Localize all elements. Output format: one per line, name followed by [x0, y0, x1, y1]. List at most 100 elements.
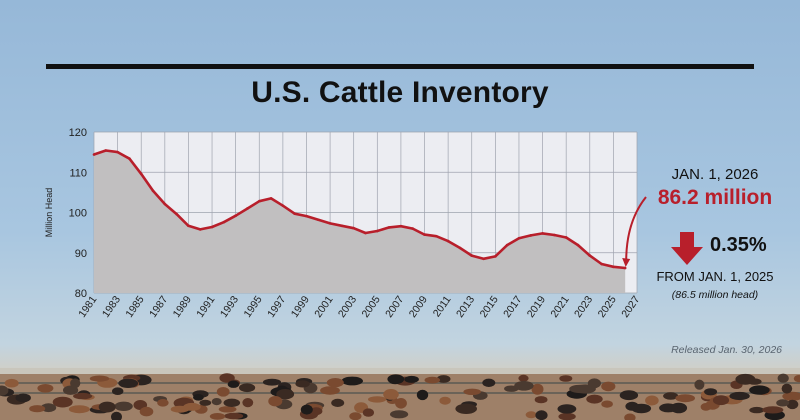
cattle-silhouette	[514, 381, 534, 391]
down-arrow-icon	[671, 232, 703, 265]
data-point	[612, 265, 615, 269]
cattle-silhouette	[4, 378, 19, 388]
callout-from: FROM JAN. 1, 2025	[656, 269, 774, 284]
data-point	[387, 226, 391, 229]
cattle-silhouette	[777, 373, 789, 383]
cattle-silhouette	[218, 406, 237, 413]
x-tick-label: 1989	[171, 294, 194, 320]
cattle-silhouette	[776, 399, 790, 407]
callout-value: 86.2 million	[657, 186, 773, 209]
cattle-silhouette	[320, 386, 340, 395]
data-point	[293, 212, 296, 216]
cattle-silhouette	[436, 375, 451, 383]
cattle-silhouette	[786, 399, 799, 410]
data-point	[446, 239, 450, 243]
cattle-silhouette	[223, 398, 241, 407]
cattle-silhouette	[645, 395, 659, 406]
cattle-silhouette	[227, 380, 240, 388]
data-point	[541, 232, 544, 235]
cattle-silhouette	[70, 378, 81, 389]
cattle-silhouette	[276, 389, 295, 400]
cattle-silhouette	[557, 404, 577, 414]
data-point	[210, 225, 214, 229]
x-tick-label: 2005	[360, 294, 383, 320]
callout-previous: (86.5 million head)	[671, 289, 759, 301]
data-point	[246, 207, 249, 210]
cattle-silhouette	[601, 381, 616, 392]
x-tick-label: 2013	[454, 294, 477, 320]
cattle-silhouette	[782, 391, 800, 401]
cattle-silhouette	[139, 406, 154, 417]
y-tick-label: 80	[75, 288, 87, 300]
data-point	[576, 243, 580, 247]
cattle-silhouette	[534, 396, 548, 404]
cattle-silhouette	[749, 385, 770, 395]
data-point	[281, 204, 285, 207]
x-tick-label: 2003	[336, 294, 359, 320]
x-tick-label: 1991	[194, 294, 217, 320]
cattle-silhouette	[183, 402, 201, 411]
x-tick-label: 1985	[123, 294, 146, 320]
cattle-silhouette	[416, 389, 429, 401]
y-tick-label: 110	[69, 167, 87, 179]
cattle-silhouette	[89, 375, 110, 382]
x-tick-label: 2007	[383, 294, 406, 320]
x-tick-label: 1997	[265, 294, 288, 320]
data-point	[376, 229, 379, 233]
cattle-silhouette	[368, 396, 387, 403]
data-point	[151, 189, 155, 193]
cattle-silhouette	[29, 405, 46, 413]
cattle-silhouette	[114, 401, 133, 411]
cattle-silhouette	[239, 383, 256, 393]
cattle-silhouette	[659, 403, 678, 413]
cattle-silhouette	[559, 375, 573, 382]
cattle-silhouette	[793, 375, 800, 383]
cattle-silhouette	[111, 411, 122, 420]
data-point	[104, 149, 108, 152]
cattle-silhouette	[295, 380, 310, 388]
cattle-silhouette	[216, 387, 230, 397]
data-point	[139, 172, 143, 176]
cattle-silhouette	[663, 392, 679, 400]
data-point	[623, 266, 627, 270]
data-point	[116, 150, 119, 154]
data-point	[269, 197, 273, 200]
data-point	[128, 157, 131, 160]
x-tick-label: 2023	[572, 294, 595, 320]
data-point	[222, 220, 226, 224]
cattle-silhouette	[0, 385, 9, 396]
x-tick-label: 2025	[596, 294, 619, 320]
data-point	[470, 254, 474, 257]
cattle-silhouette	[362, 408, 374, 417]
cattle-silhouette	[331, 398, 345, 407]
cattle-silhouette	[535, 410, 548, 420]
cattle-silhouette	[73, 392, 93, 400]
cattle-silhouette	[300, 404, 313, 415]
cattle-silhouette	[68, 405, 90, 414]
cattle-silhouette	[112, 387, 124, 395]
cattle-silhouette	[586, 394, 603, 404]
data-point	[423, 233, 426, 236]
cattle-silhouette	[729, 391, 750, 401]
x-tick-label: 2001	[312, 294, 335, 320]
cattle-silhouette	[518, 374, 529, 382]
cattle-silhouette	[383, 389, 399, 400]
x-tick-label: 2015	[478, 294, 501, 320]
data-point	[505, 243, 509, 247]
cattle-silhouette	[424, 376, 441, 384]
data-point	[494, 255, 497, 258]
data-point	[364, 231, 367, 235]
cattle-silhouette	[224, 412, 244, 420]
cattle-silhouette	[395, 398, 407, 409]
data-point	[435, 234, 438, 238]
cattle-silhouette	[762, 406, 784, 414]
y-tick-label: 120	[69, 127, 87, 139]
data-point	[257, 199, 261, 203]
data-point	[529, 234, 533, 237]
callout-pointer	[625, 196, 647, 263]
cattle-silhouette	[268, 396, 283, 407]
data-point	[92, 153, 96, 156]
cattle-silhouette	[98, 401, 116, 413]
data-point	[458, 246, 462, 250]
